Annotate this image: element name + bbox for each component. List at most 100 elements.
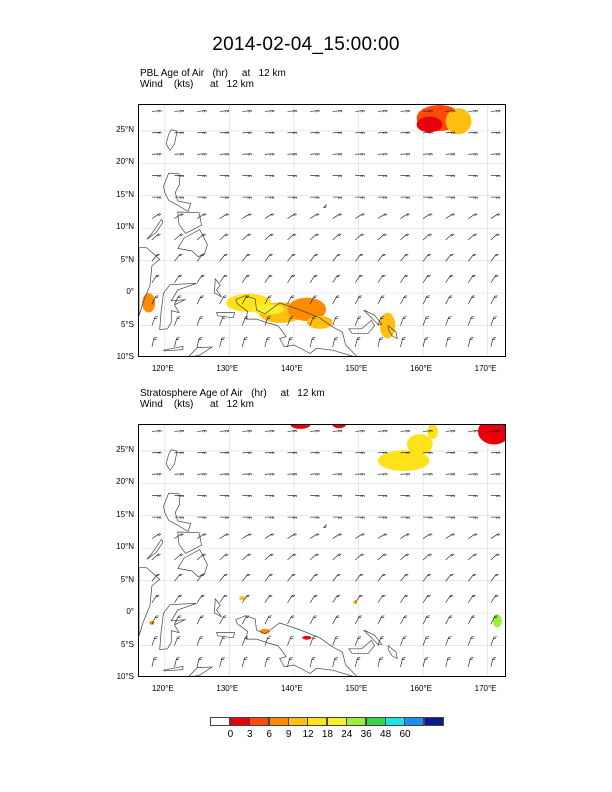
pbl-wind-barb-101 [264, 233, 274, 241]
strat-wind-barb-190 [467, 657, 474, 668]
strat-wind-barb-72 [332, 516, 343, 519]
pbl-wind-barb-24 [332, 131, 343, 134]
pbl-wind-barb-148 [242, 295, 250, 305]
strat-wind-barb-145 [174, 615, 182, 625]
pbl-wind-barb-117 [264, 253, 273, 262]
strat-wind-barb-69 [264, 516, 275, 519]
strat-wind-barb-112 [151, 573, 160, 582]
pbl-wind-barb-72 [332, 196, 343, 199]
pbl-wind-barb-136 [332, 274, 341, 283]
pbl-wind-barb-46 [468, 153, 478, 156]
pbl-ytick-10: 10°N [116, 222, 134, 232]
strat-wind-barb-117 [264, 573, 273, 582]
strat-wind-barb-100 [242, 553, 252, 561]
strat-wind-barb-11 [400, 430, 411, 433]
strat-wind-barb-159 [490, 615, 498, 625]
strat-wind-barb-58 [377, 495, 388, 498]
strat-ytick-0: 0° [126, 607, 134, 617]
strat-wind-barb-33 [174, 473, 184, 476]
strat-wind-barb-123 [400, 573, 409, 582]
pbl-palawan-coast [146, 218, 164, 240]
strat-wind-barb-137 [355, 594, 363, 603]
pbl-wind-barb-120 [332, 253, 341, 262]
pbl-wind-barb-40 [332, 153, 343, 156]
strat-wind-barb-16 [151, 451, 162, 454]
pbl-wind-barb-45 [445, 153, 456, 156]
strat-wind-barb-172 [422, 636, 430, 646]
pbl-wind-barb-155 [400, 295, 408, 305]
strat-wind-barb-182 [287, 657, 293, 668]
strat-wind-barb-18 [197, 451, 207, 454]
strat-borneo-coast [139, 567, 161, 636]
strat-wind-barb-0 [151, 430, 162, 433]
pbl-xtick-140: 140°E [280, 364, 303, 373]
strat-age-patch-3 [377, 450, 430, 472]
pbl-wind-barb-142 [468, 274, 476, 283]
pbl-wind-barb-2 [197, 110, 207, 113]
colorbar-box-2 [249, 717, 270, 726]
pbl-wind-barb-89 [355, 213, 365, 219]
strat-wind-barb-94 [468, 533, 478, 539]
strat-wind-barb-154 [377, 615, 385, 625]
strat-wind-barb-132 [242, 594, 250, 603]
strat-wind-barb-60 [423, 495, 433, 498]
strat-wind-barb-31 [490, 451, 501, 454]
pbl-wind-barb-42 [377, 153, 388, 156]
pbl-wind-barb-143 [490, 274, 499, 283]
strat-wind-barb-29 [445, 451, 456, 454]
pbl-wind-barb-58 [377, 175, 388, 178]
pbl-wind-barb-20 [242, 131, 252, 134]
strat-ytick--5: 5°S [121, 639, 134, 649]
strat-visayas-coast [177, 531, 202, 554]
panel2-label-line2: Wind (kts) at 12 km [140, 399, 254, 410]
strat-wind-barb-74 [377, 516, 388, 519]
strat-wind-barb-30 [468, 451, 478, 454]
strat-wind-barb-54 [287, 495, 297, 498]
colorbar-box-7 [346, 717, 367, 726]
pbl-wind-barb-96 [151, 233, 161, 241]
pbl-age-patch-6 [287, 297, 327, 322]
pbl-age-map-svg [139, 105, 505, 356]
pbl-wind-barb-107 [400, 233, 410, 241]
pbl-wind-barb-57 [355, 175, 365, 178]
strat-wind-barb-179 [219, 657, 225, 668]
pbl-wind-barb-25 [355, 131, 365, 134]
strat-age-patch-1 [290, 425, 311, 429]
strat-wind-barb-116 [242, 573, 251, 582]
pbl-wind-barb-94 [468, 213, 478, 219]
pbl-wind-barb-112 [151, 253, 160, 262]
pbl-wind-barb-123 [400, 253, 409, 262]
pbl-xtick-130: 130°E [216, 364, 239, 373]
strat-wind-barb-7 [310, 430, 320, 433]
pbl-wind-barb-56 [332, 175, 343, 178]
pbl-wind-barb-104 [332, 233, 342, 241]
strat-wind-barb-40 [332, 473, 343, 476]
pbl-new-britain-coast [348, 319, 376, 334]
strat-halmahera-coast [214, 597, 222, 618]
pbl-ytick-15: 15°N [116, 189, 134, 199]
strat-xtick-170: 170°E [474, 684, 497, 693]
pbl-wind-barb-29 [445, 131, 456, 134]
pbl-wind-barb-53 [264, 175, 275, 178]
strat-wind-barb-59 [400, 495, 410, 498]
pbl-wind-barb-66 [197, 196, 207, 199]
pbl-wind-barb-156 [422, 295, 430, 305]
strat-wind-barb-80 [151, 533, 162, 539]
strat-wind-barb-79 [490, 516, 501, 519]
pbl-wind-barb-141 [445, 274, 454, 283]
strat-ytick-20: 20°N [116, 477, 134, 487]
strat-flores-coast [162, 665, 184, 672]
pbl-wind-barb-48 [151, 175, 162, 178]
pbl-wind-barb-69 [264, 196, 275, 199]
strat-wind-barb-188 [422, 657, 429, 668]
pbl-wind-barb-65 [174, 196, 184, 199]
pbl-wind-barb-27 [400, 131, 411, 134]
strat-wind-barb-51 [219, 495, 230, 498]
colorbar-box-8 [365, 717, 386, 726]
pbl-wind-barb-118 [287, 253, 296, 262]
colorbar-box-10 [404, 717, 425, 726]
strat-wind-barb-174 [467, 636, 475, 646]
strat-wind-barb-28 [423, 451, 433, 454]
pbl-wind-barb-145 [174, 295, 182, 305]
strat-wind-barb-104 [332, 553, 342, 561]
